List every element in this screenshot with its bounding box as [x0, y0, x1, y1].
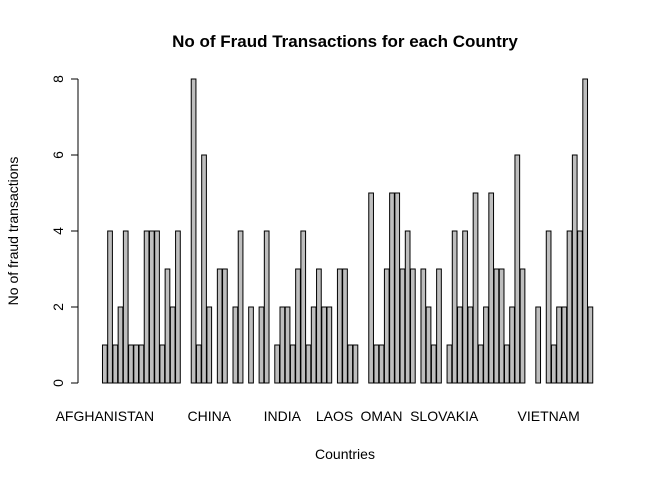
bar	[347, 344, 354, 384]
bar	[404, 230, 411, 384]
bar	[577, 230, 583, 384]
bar	[483, 306, 489, 384]
bar	[436, 268, 442, 384]
bar	[310, 306, 317, 384]
y-tick-label: 4	[50, 227, 66, 235]
x-tick-label: CHINA	[187, 408, 231, 424]
y-axis-label: No of fraud transactions	[5, 157, 21, 306]
bar	[545, 230, 552, 384]
bar	[556, 306, 562, 384]
bar	[504, 344, 510, 384]
bar	[535, 306, 542, 384]
bar	[587, 306, 594, 384]
bar	[117, 306, 124, 384]
bar	[148, 230, 155, 384]
bar	[169, 306, 176, 384]
bar	[138, 344, 145, 384]
bar	[467, 306, 474, 384]
bar	[472, 192, 479, 384]
bar	[493, 268, 500, 384]
bar	[425, 306, 432, 384]
bar	[561, 306, 568, 384]
bar	[462, 230, 468, 384]
bar	[112, 344, 119, 384]
y-tick-label: 8	[50, 75, 66, 83]
bar	[321, 306, 327, 384]
bar	[258, 306, 265, 384]
bar	[509, 306, 515, 384]
x-tick-label: VIETNAM	[518, 408, 580, 424]
bar	[284, 306, 291, 384]
bar	[289, 344, 296, 384]
y-tick-label: 2	[50, 303, 66, 311]
bar	[300, 230, 307, 384]
bar	[305, 344, 312, 384]
bar	[410, 268, 416, 384]
bar	[232, 306, 239, 384]
bar	[394, 192, 401, 384]
bar	[326, 306, 333, 384]
bar	[263, 230, 270, 384]
bar	[336, 268, 343, 384]
bar	[451, 230, 458, 384]
bar	[368, 192, 374, 384]
bar	[352, 344, 359, 384]
x-tick-label: OMAN	[361, 408, 403, 424]
bar	[195, 344, 202, 384]
bar	[514, 154, 521, 384]
bar	[122, 230, 129, 384]
bar	[383, 268, 390, 384]
x-tick-label: SLOVAKIA	[410, 408, 479, 424]
bar	[190, 78, 197, 384]
chart-title: No of Fraud Transactions for each Countr…	[172, 32, 518, 51]
bar	[316, 268, 322, 384]
bar	[279, 306, 286, 384]
bar	[582, 78, 589, 384]
x-tick-label: LAOS	[316, 408, 353, 424]
bar	[159, 344, 166, 384]
bar	[571, 154, 578, 384]
bar	[128, 344, 134, 384]
bar	[222, 268, 228, 384]
bar	[164, 268, 171, 384]
bar	[477, 344, 484, 384]
bar	[373, 344, 380, 384]
bar	[143, 230, 150, 384]
bar	[101, 344, 108, 384]
bar	[498, 268, 505, 384]
x-axis-label: Countries	[315, 446, 375, 462]
bar	[342, 268, 348, 384]
bar	[430, 344, 437, 384]
bar	[154, 230, 160, 384]
x-axis-tick-labels: AFGHANISTAN CHINA INDIA LAOS OMAN SLOVAKIA VIE…	[56, 408, 580, 424]
bar	[248, 306, 254, 384]
bar	[133, 344, 140, 384]
x-tick-label: INDIA	[264, 408, 302, 424]
bar	[175, 230, 181, 384]
y-axis: 0 2 4 6 8	[50, 75, 79, 387]
x-tick-label: AFGHANISTAN	[56, 408, 155, 424]
bar-group	[101, 78, 594, 384]
bar	[201, 154, 207, 384]
bar	[389, 192, 395, 384]
bar	[457, 306, 463, 384]
bar	[420, 268, 427, 384]
bar	[488, 192, 495, 384]
bar	[399, 268, 406, 384]
bar	[519, 268, 526, 384]
bar	[274, 344, 280, 384]
bar	[446, 344, 453, 384]
y-tick-label: 0	[50, 379, 66, 387]
y-tick-label: 6	[50, 151, 66, 159]
bar	[216, 268, 223, 384]
bar	[206, 306, 213, 384]
bar	[107, 230, 113, 384]
bar	[295, 268, 301, 384]
bar	[378, 344, 385, 384]
bar	[237, 230, 244, 384]
bar	[566, 230, 573, 384]
bar	[550, 344, 557, 384]
